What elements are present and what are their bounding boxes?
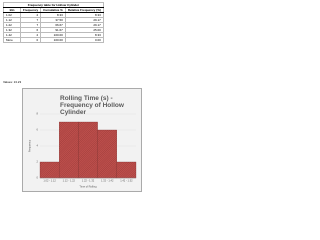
bar [116, 161, 137, 179]
x-axis-title: Time of Rolling [79, 185, 97, 189]
spreadsheet: Frequency table for Hollow Cylinder Bin Fr… [0, 0, 149, 198]
table-cell: 0.00 [64, 37, 104, 43]
y-tick-label: 4 [37, 144, 39, 148]
bar [97, 129, 117, 179]
bar [78, 121, 98, 179]
x-tick-label: 1.22 - 1.32 [82, 179, 95, 183]
y-tick-label: 2 [37, 160, 39, 164]
note: Values: 13.23 [3, 80, 22, 84]
table-row: More 0 100.00 0.00 [3, 37, 104, 43]
frequency-table: Frequency table for Hollow Cylinder Bin Fr… [3, 2, 104, 43]
y-axis-title: Frequency [28, 139, 32, 152]
table-cell: 0 [19, 37, 42, 43]
y-tick-label: 6 [37, 128, 39, 132]
x-tick-label: 1.32 - 1.42 [101, 179, 114, 183]
chart: 0 2 4 6 8 1.02 - 1.12 1.12 - 1.22 1.22 - 1.32 1.… [28, 112, 137, 189]
y-tick-label: 8 [37, 112, 39, 116]
bar [39, 161, 60, 179]
x-tick-label: 1.12 - 1.22 [63, 179, 76, 183]
x-tick-label: 1.42 - 1.52 [120, 179, 133, 183]
y-tick-label: 0 [37, 176, 39, 180]
bar [59, 121, 79, 179]
chart-title: Rolling Time (s) - Frequency of Hollow C… [60, 95, 124, 116]
x-tick-label: 1.02 - 1.12 [43, 179, 56, 183]
